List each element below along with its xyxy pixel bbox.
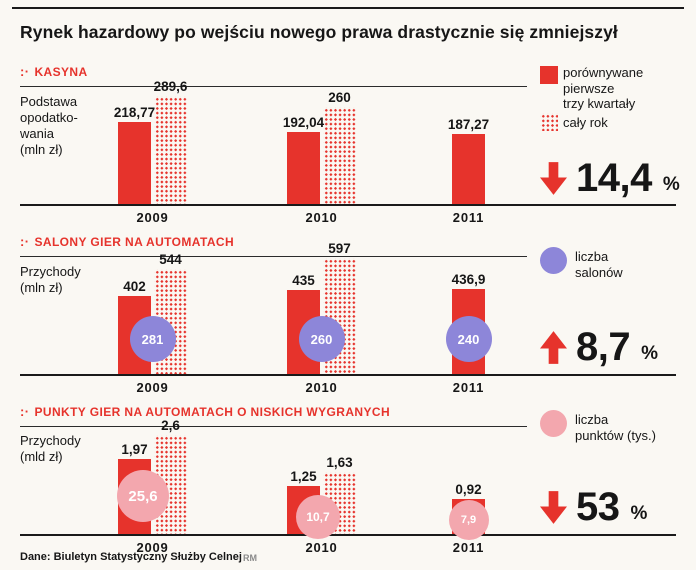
year-label: 2009: [136, 210, 169, 225]
bar-solid: [118, 122, 151, 204]
bar-value-label: 187,27: [447, 117, 490, 132]
section-heading-salons: :· SALONY GIER NA AUTOMATACH: [20, 234, 234, 249]
bar-solid: [452, 134, 485, 204]
bar-dotted: [323, 107, 356, 204]
arrow-down-icon: [540, 161, 567, 195]
legend-salons-dot: [540, 247, 567, 274]
bar-value-label: 1,97: [121, 442, 148, 457]
section-heading-casinos: :· KASYNA: [20, 64, 88, 79]
year-label: 2011: [452, 210, 485, 225]
section-title-casinos: KASYNA: [34, 65, 88, 79]
section-bullet-icon: :·: [20, 234, 30, 249]
source-note: Dane: Biuletyn Statystyczny Służby Celne…: [20, 551, 242, 563]
legend-solid-label: porównywane pierwsze trzy kwartały: [563, 65, 644, 111]
year-label: 2010: [305, 540, 338, 555]
section-title-salons: SALONY GIER NA AUTOMATACH: [34, 235, 235, 249]
bar-value-label: 597: [328, 241, 351, 256]
page-title: Rynek hazardowy po wejściu nowego prawa …: [20, 22, 618, 42]
percent-sign: %: [662, 174, 680, 195]
arrow-down-icon: [540, 490, 567, 524]
change-stat-casinos: 14,4%: [540, 158, 680, 198]
year-label: 2011: [452, 540, 485, 555]
bar-value-label: 1,63: [326, 455, 353, 470]
bar-value-label: 436,9: [451, 272, 486, 287]
legend-dotted-label: cały rok: [563, 115, 608, 130]
bar-value-label: 260: [328, 90, 351, 105]
bar-value-label: 2,6: [161, 418, 180, 433]
legend-points-dot: [540, 410, 567, 437]
heading-rule-salons: [20, 256, 527, 257]
year-label: 2011: [452, 380, 485, 395]
arrow-up-icon: [540, 330, 567, 364]
bar-value-label: 544: [159, 252, 182, 267]
count-bubble: 281: [129, 316, 176, 362]
section-bullet-icon: :·: [20, 64, 30, 79]
axis-label-casinos: Podstawa opodatko- wania (mln zł): [20, 94, 78, 157]
heading-rule-points: [20, 426, 527, 427]
bar-value-label: 0,92: [455, 482, 482, 497]
count-bubble: 7,9: [448, 500, 489, 540]
count-bubble: 260: [298, 316, 345, 362]
year-label: 2009: [136, 540, 169, 555]
bar-value-label: 402: [123, 279, 146, 294]
bar-value-label: 289,6: [153, 79, 188, 94]
bar-value-label: 435: [292, 273, 315, 288]
heading-rule-casinos: [20, 86, 527, 87]
year-label: 2009: [136, 380, 169, 395]
count-bubble: 240: [445, 316, 492, 362]
section-heading-points: :· PUNKTY GIER NA AUTOMATACH O NISKICH WY…: [20, 404, 390, 419]
count-bubble: 25,6: [117, 470, 169, 522]
year-label: 2010: [305, 210, 338, 225]
percent-sign: %: [641, 343, 659, 364]
legend-solid-swatch: [540, 66, 558, 84]
legend-dotted-swatch: [540, 113, 558, 131]
axis-label-points: Przychody (mld zł): [20, 433, 81, 464]
year-label: 2010: [305, 380, 338, 395]
bar-value-label: 1,25: [290, 469, 317, 484]
count-bubble: 10,7: [296, 495, 340, 539]
bar-value-label: 192,04: [282, 115, 325, 130]
section-bullet-icon: :·: [20, 404, 30, 419]
axis-label-salons: Przychody (mln zł): [20, 264, 81, 295]
bar-solid: [287, 132, 320, 204]
change-value-casinos: 14,4: [576, 156, 652, 200]
change-stat-salons: 8,7%: [540, 327, 658, 367]
percent-sign: %: [630, 503, 648, 524]
top-rule: [12, 7, 684, 9]
bar-value-label: 218,77: [113, 105, 156, 120]
change-value-points: 53: [576, 485, 620, 529]
baseline-salons: [20, 374, 676, 376]
baseline-points: [20, 534, 676, 536]
legend-points-label: liczba punktów (tys.): [575, 412, 656, 443]
bar-dotted: [154, 96, 187, 204]
change-value-salons: 8,7: [576, 325, 631, 369]
credit: RM: [243, 553, 257, 563]
change-stat-points: 53%: [540, 487, 647, 527]
baseline-casinos: [20, 204, 676, 206]
section-title-points: PUNKTY GIER NA AUTOMATACH O NISKICH WYGR…: [34, 405, 391, 419]
legend-salons-label: liczba salonów: [575, 249, 623, 280]
